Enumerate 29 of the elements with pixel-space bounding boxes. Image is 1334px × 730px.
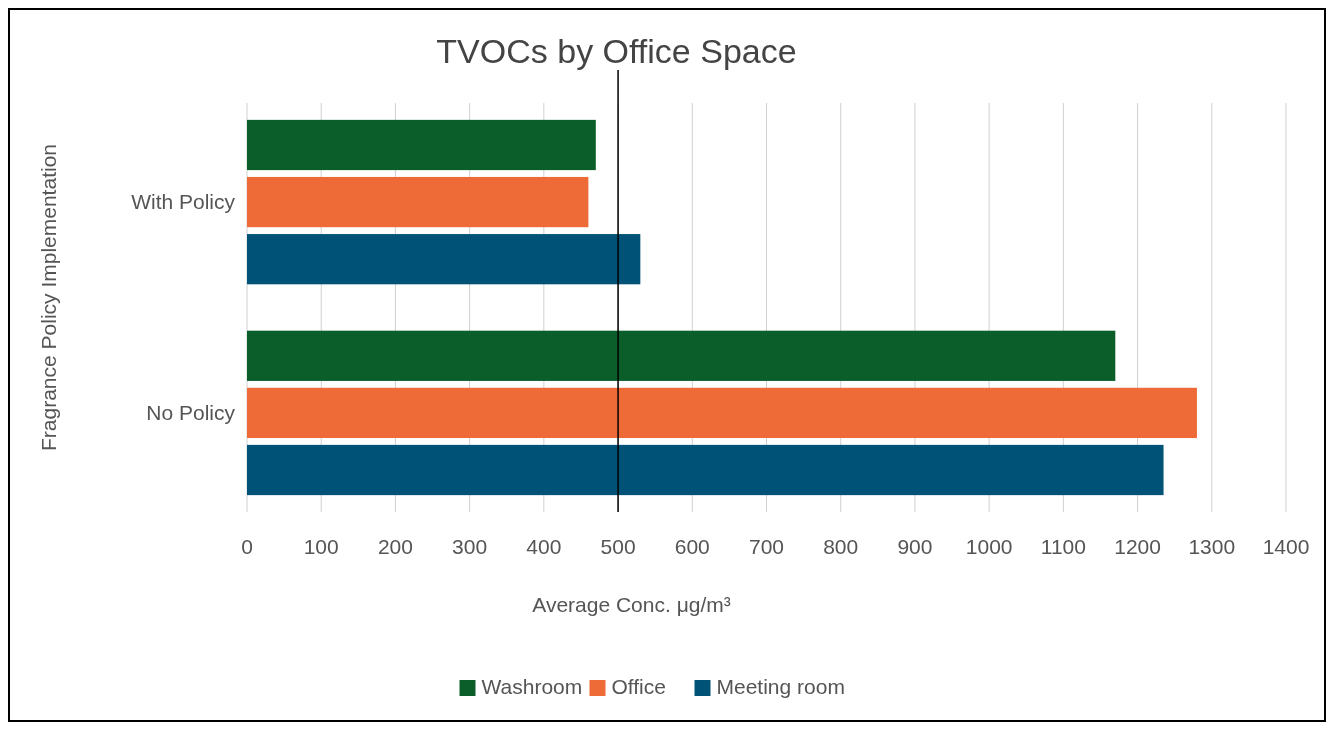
x-tick-label: 900 — [897, 535, 933, 558]
x-tick-label: 300 — [452, 535, 488, 558]
y-tick-label: No Policy — [146, 401, 236, 425]
bar — [247, 176, 589, 228]
x-tick-label: 200 — [377, 535, 413, 558]
x-tick-label: 500 — [600, 535, 636, 558]
y-axis-title: Fragrance Policy Implementation — [37, 144, 60, 451]
x-tick-label: 1100 — [1040, 535, 1086, 558]
x-tick-label: 400 — [526, 535, 562, 558]
legend-label: Office — [611, 675, 666, 698]
x-tick-label: 1000 — [965, 535, 1013, 558]
x-tick-label: 700 — [748, 535, 785, 558]
legend-label: Meeting room — [716, 675, 845, 698]
legend-label: Washroom — [481, 675, 583, 698]
chart-title: TVOCs by Office Space — [436, 32, 797, 70]
bar — [247, 119, 596, 171]
bar — [247, 444, 1164, 496]
x-tick-label: 1200 — [1114, 535, 1161, 558]
x-axis-title: Average Conc. μg/m³ — [532, 593, 731, 616]
x-tick-label: 600 — [674, 535, 710, 558]
x-tick-label: 800 — [823, 535, 859, 558]
bar — [247, 234, 641, 285]
x-tick-label: 0 — [241, 535, 253, 558]
bar — [247, 387, 1197, 439]
x-tick-label: 100 — [303, 535, 339, 558]
x-tick-label: 1400 — [1262, 535, 1310, 558]
bar — [247, 330, 1116, 381]
y-tick-label: With Policy — [131, 190, 236, 214]
x-tick-label: 1300 — [1188, 535, 1236, 558]
